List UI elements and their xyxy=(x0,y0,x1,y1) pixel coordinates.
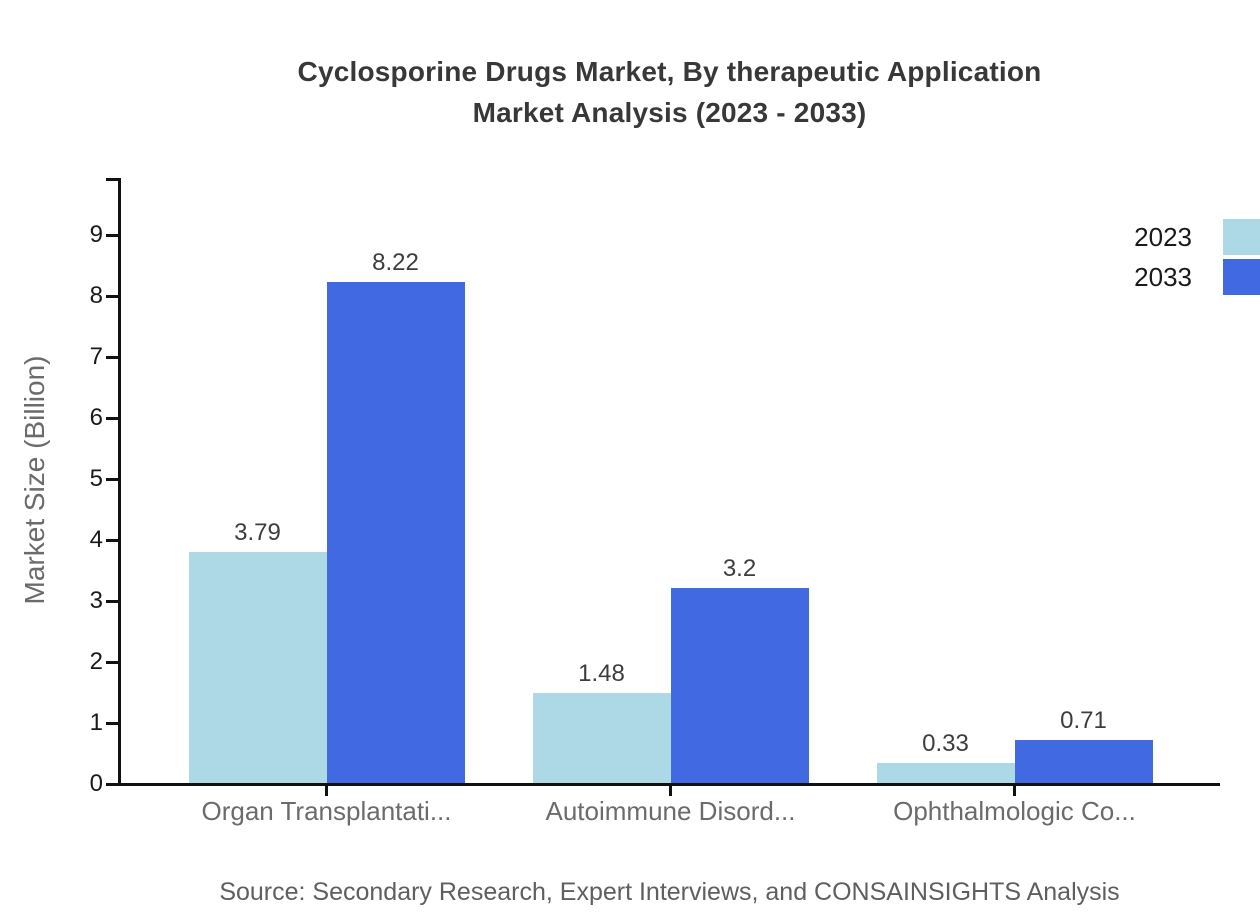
y-tick xyxy=(106,539,118,542)
x-axis-line xyxy=(118,783,1220,786)
y-axis-title: Market Size (Billion) xyxy=(19,355,50,605)
y-tick-label: 7 xyxy=(89,343,103,370)
bar-value-label: 0.71 xyxy=(1060,707,1107,734)
bar-value-label: 3.79 xyxy=(234,519,281,546)
x-category-label: Autoimmune Disord... xyxy=(545,796,796,826)
y-tick-label: 4 xyxy=(89,526,103,553)
chart-title-line2: Market Analysis (2023 - 2033) xyxy=(472,97,867,128)
x-tick xyxy=(669,786,672,796)
legend-label: 2023 xyxy=(1134,221,1192,252)
legend-label: 2033 xyxy=(1134,261,1192,292)
source-note: Source: Secondary Research, Expert Inter… xyxy=(219,878,1120,906)
x-category-label: Organ Transplantati... xyxy=(201,796,452,826)
legend: 2023 2033 xyxy=(1134,219,1260,299)
legend-item-2023: 2023 xyxy=(1134,219,1260,255)
y-tick-label: 9 xyxy=(89,221,103,248)
bar-value-label: 0.33 xyxy=(922,730,969,757)
y-tick xyxy=(106,417,118,420)
y-tick-label: 3 xyxy=(89,587,103,614)
x-category-label: Ophthalmologic Co... xyxy=(893,796,1136,826)
legend-item-2033: 2033 xyxy=(1134,259,1260,295)
bar-2033 xyxy=(1014,740,1153,783)
y-tick xyxy=(106,478,118,481)
y-tick-label: 0 xyxy=(89,770,103,797)
y-tick xyxy=(106,661,118,664)
y-tick xyxy=(106,783,118,786)
y-tick-label: 1 xyxy=(89,709,103,736)
y-axis-top-cap xyxy=(106,178,121,181)
y-tick xyxy=(106,356,118,359)
y-tick xyxy=(106,722,118,725)
bar-2023 xyxy=(876,763,1015,783)
chart-title: Cyclosporine Drugs Market, By therapeuti… xyxy=(119,51,1220,133)
y-tick xyxy=(106,600,118,603)
y-tick-label: 6 xyxy=(89,404,103,431)
y-axis-line xyxy=(118,178,121,786)
bar-value-label: 3.2 xyxy=(722,555,757,582)
chart-title-line1: Cyclosporine Drugs Market, By therapeuti… xyxy=(297,56,1042,87)
y-tick-label: 5 xyxy=(89,465,103,492)
bar-2033 xyxy=(670,588,809,783)
y-tick-label: 2 xyxy=(89,648,103,675)
bar-value-label: 8.22 xyxy=(372,249,419,276)
bar-2023 xyxy=(532,693,671,783)
y-tick xyxy=(106,295,118,298)
legend-swatch xyxy=(1223,259,1260,295)
legend-swatch xyxy=(1223,219,1260,255)
x-tick xyxy=(325,786,328,796)
y-tick xyxy=(106,234,118,237)
bar-2023 xyxy=(188,552,327,783)
bar-value-label: 1.48 xyxy=(578,660,625,687)
y-tick-label: 8 xyxy=(89,282,103,309)
bar-2033 xyxy=(326,282,465,783)
x-tick xyxy=(1013,786,1016,796)
